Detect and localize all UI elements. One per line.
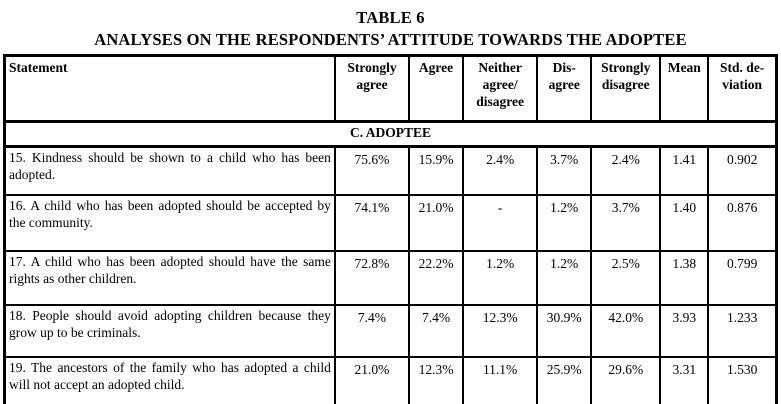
strongly-agree-cell: 72.8% — [333, 250, 411, 306]
strongly-disagree-cell: 2.5% — [590, 250, 662, 306]
statement-cell: 15. Kindness should be shown to a child … — [3, 145, 336, 196]
strongly-disagree-cell: 29.6% — [590, 356, 662, 404]
agree-cell: 22.2% — [408, 250, 465, 306]
disagree-cell: 1.2% — [536, 194, 593, 252]
table-title: ANALYSES ON THE RESPONDENTS’ ATTITUDE TO… — [94, 30, 687, 49]
table-row: 19. The ancestors of the family who has … — [3, 356, 778, 404]
mean-cell: 1.38 — [659, 250, 710, 306]
agree-cell: 7.4% — [408, 304, 465, 358]
strongly-agree-cell: 21.0% — [333, 356, 411, 404]
strongly-agree-cell: 75.6% — [333, 145, 411, 196]
table-row: 16. A child who has been adopted should … — [3, 194, 778, 252]
table-row: 17. A child who has been adopted should … — [3, 250, 778, 306]
std-deviation-cell: 1.233 — [707, 304, 778, 358]
col-header-statement: Statement — [3, 54, 336, 123]
neither-cell: 12.3% — [462, 304, 539, 358]
std-deviation-cell: 0.799 — [707, 250, 778, 306]
strongly-disagree-cell: 3.7% — [590, 194, 662, 252]
mean-cell: 3.93 — [659, 304, 710, 358]
col-header-disagree: Dis- agree — [536, 54, 593, 123]
table-row: 18. People should avoid adopting childre… — [3, 304, 778, 358]
title-block: TABLE 6 ANALYSES ON THE RESPONDENTS’ ATT… — [0, 0, 781, 51]
col-header-agree: Agree — [408, 54, 465, 123]
col-header-std-deviation: Std. de- viation — [707, 54, 778, 123]
neither-cell: 11.1% — [462, 356, 539, 404]
disagree-cell: 1.2% — [536, 250, 593, 306]
mean-cell: 1.41 — [659, 145, 710, 196]
statement-cell: 18. People should avoid adopting childre… — [3, 304, 336, 358]
disagree-cell: 30.9% — [536, 304, 593, 358]
col-header-neither: Neither agree/ disagree — [462, 54, 539, 123]
strongly-agree-cell: 74.1% — [333, 194, 411, 252]
statement-cell: 16. A child who has been adopted should … — [3, 194, 336, 252]
col-header-mean: Mean — [659, 54, 710, 123]
attitude-table: Statement Strongly agree Agree Neither a… — [3, 54, 778, 404]
neither-cell: 1.2% — [462, 250, 539, 306]
agree-cell: 15.9% — [408, 145, 465, 196]
neither-cell: - — [462, 194, 539, 252]
mean-cell: 3.31 — [659, 356, 710, 404]
col-header-strongly-agree: Strongly agree — [333, 54, 411, 123]
table-row: 15. Kindness should be shown to a child … — [3, 145, 778, 196]
std-deviation-cell: 1.530 — [707, 356, 778, 404]
std-deviation-cell: 0.902 — [707, 145, 778, 196]
neither-cell: 2.4% — [462, 145, 539, 196]
agree-cell: 21.0% — [408, 194, 465, 252]
table-number-title: TABLE 6 — [356, 8, 425, 27]
section-header: C. ADOPTEE — [3, 120, 778, 148]
strongly-disagree-cell: 2.4% — [590, 145, 662, 196]
strongly-agree-cell: 7.4% — [333, 304, 411, 358]
disagree-cell: 25.9% — [536, 356, 593, 404]
statement-cell: 17. A child who has been adopted should … — [3, 250, 336, 306]
disagree-cell: 3.7% — [536, 145, 593, 196]
section-row: C. ADOPTEE — [3, 120, 778, 148]
col-header-strongly-disagree: Strongly disagree — [590, 54, 662, 123]
std-deviation-cell: 0.876 — [707, 194, 778, 252]
mean-cell: 1.40 — [659, 194, 710, 252]
strongly-disagree-cell: 42.0% — [590, 304, 662, 358]
agree-cell: 12.3% — [408, 356, 465, 404]
statement-cell: 19. The ancestors of the family who has … — [3, 356, 336, 404]
header-row: Statement Strongly agree Agree Neither a… — [3, 54, 778, 123]
